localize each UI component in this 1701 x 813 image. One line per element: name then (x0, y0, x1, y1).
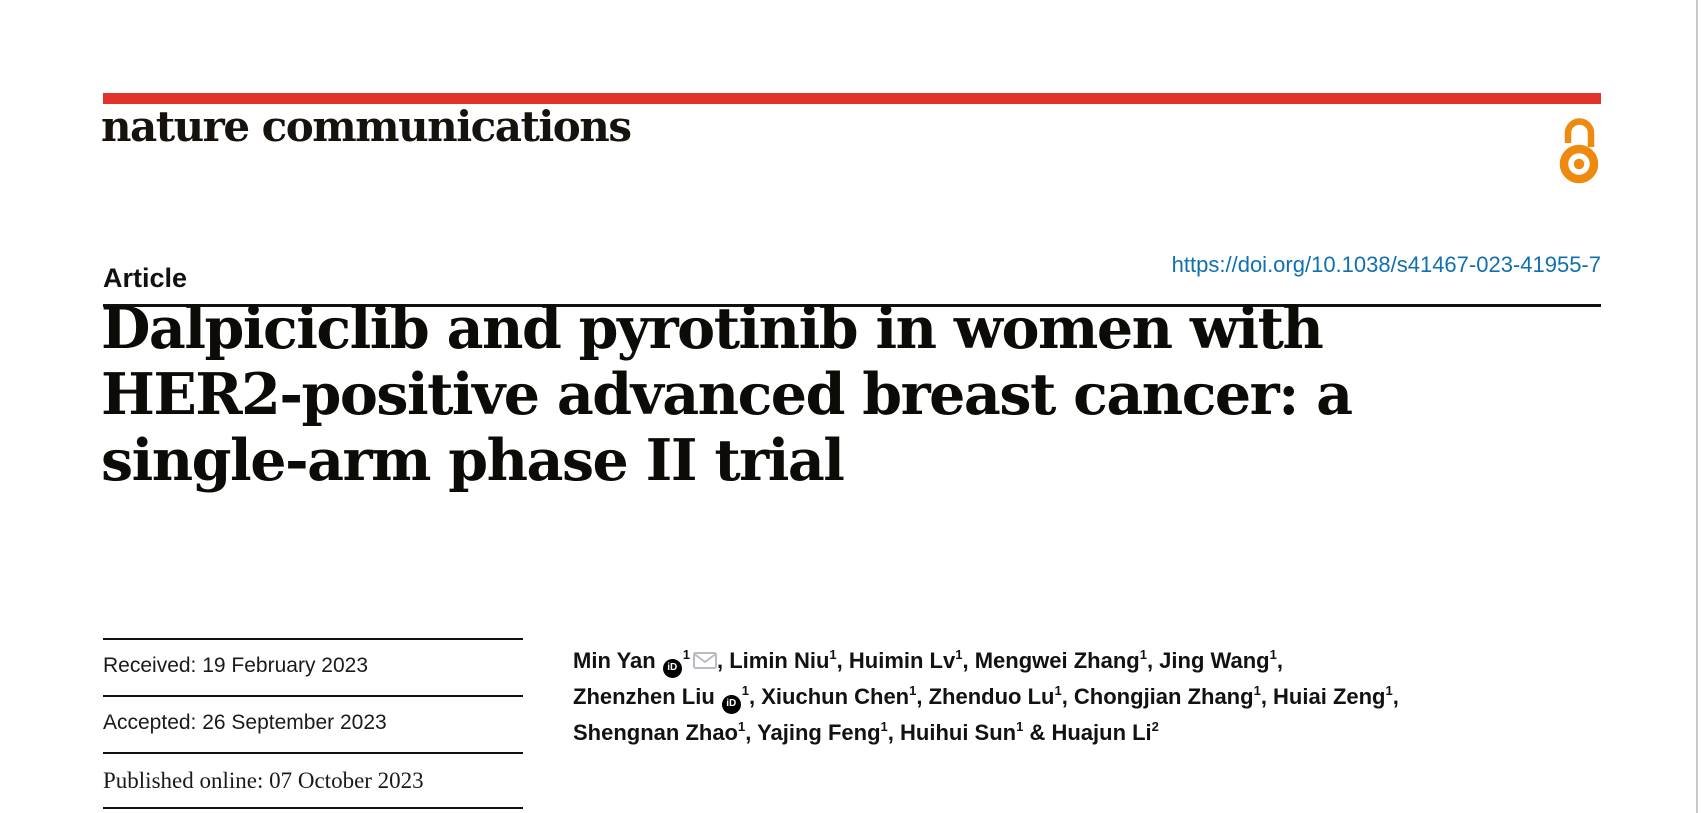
author-name: Huiai Zeng (1273, 684, 1386, 709)
article-title: Dalpiciclib and pyrotinib in women with … (101, 296, 1599, 494)
title-line-3: single-arm phase II trial (101, 427, 845, 494)
title-line-1: Dalpiciclib and pyrotinib in women with (101, 295, 1324, 362)
author-name: Shengnan Zhao (573, 720, 738, 745)
affiliation-superscript: 1 (682, 647, 690, 662)
affiliation-superscript: 1 (1269, 647, 1277, 662)
received-date: Received: 19 February 2023 (103, 638, 523, 695)
author-name: Min Yan (573, 648, 656, 673)
author-line: Min Yan iD1, Limin Niu1, Huimin Lv1, Meng… (573, 643, 1399, 679)
title-line-2: HER2-positive advanced breast cancer: a (101, 361, 1353, 428)
affiliation-superscript: 1 (738, 719, 746, 734)
affiliation-superscript: 1 (909, 683, 917, 698)
author-name: Jing Wang (1159, 648, 1270, 673)
byline-section: Received: 19 February 2023 Accepted: 26 … (103, 638, 1601, 809)
author-name: Xiuchun Chen (761, 684, 910, 709)
author-name: Huimin Lv (848, 648, 956, 673)
article-header-row: Article https://doi.org/10.1038/s41467-0… (103, 250, 1601, 307)
email-envelope-icon[interactable] (692, 652, 717, 669)
accepted-date: Accepted: 26 September 2023 (103, 695, 523, 752)
orcid-icon[interactable]: iD (662, 658, 682, 678)
author-name: Huajun Li (1051, 720, 1152, 745)
author-name: Huihui Sun (900, 720, 1017, 745)
affiliation-superscript: 2 (1151, 719, 1159, 734)
open-access-lock-icon (1556, 112, 1602, 184)
doi-link[interactable]: https://doi.org/10.1038/s41467-023-41955… (1171, 252, 1601, 277)
journal-wordmark: nature communications (101, 102, 632, 151)
author-line: Zhenzhen Liu iD1, Xiuchun Chen1, Zhenduo … (573, 679, 1399, 715)
page-edge-divider (1696, 0, 1698, 813)
affiliation-superscript: 1 (741, 683, 749, 698)
orcid-icon[interactable]: iD (721, 694, 741, 714)
published-date: Published online: 07 October 2023 (103, 752, 523, 809)
author-name: Mengwei Zhang (974, 648, 1140, 673)
author-name: Yajing Feng (757, 720, 881, 745)
affiliation-superscript: 1 (1054, 683, 1062, 698)
affiliation-superscript: 1 (1253, 683, 1261, 698)
author-name: Chongjian Zhang (1073, 684, 1254, 709)
affiliation-superscript: 1 (1385, 683, 1393, 698)
author-line: Shengnan Zhao1, Yajing Feng1, Huihui Sun… (573, 719, 1159, 745)
author-name: Zhenzhen Liu (573, 684, 715, 709)
author-name: Limin Niu (729, 648, 830, 673)
affiliation-superscript: 1 (829, 647, 837, 662)
affiliation-superscript: 1 (880, 719, 888, 734)
author-lines: Min Yan iD1, Limin Niu1, Huimin Lv1, Meng… (573, 638, 1399, 751)
author-name: Zhenduo Lu (928, 684, 1055, 709)
masthead-rule (103, 93, 1601, 104)
affiliation-superscript: 1 (1016, 719, 1024, 734)
history-dates-table: Received: 19 February 2023 Accepted: 26 … (103, 638, 523, 809)
affiliation-superscript: 1 (1139, 647, 1147, 662)
article-type-label: Article (103, 263, 188, 293)
affiliation-superscript: 1 (955, 647, 963, 662)
